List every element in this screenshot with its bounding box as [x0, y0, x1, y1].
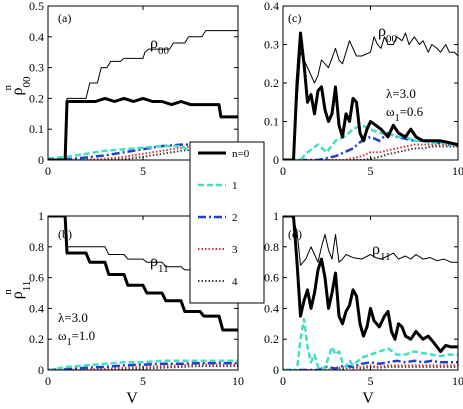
rho-annotation: ρ00 — [150, 35, 169, 57]
x-tick-label: 0 — [280, 164, 286, 178]
y-tick-label: 0.8 — [29, 240, 44, 254]
y-tick-label: 0 — [38, 363, 44, 377]
legend-label-3: 3 — [232, 244, 238, 256]
y-tick-label: 0.4 — [29, 30, 44, 44]
y-tick-label: 0.3 — [29, 61, 44, 75]
y-tick-label: 0.2 — [264, 76, 279, 90]
axes-frame — [282, 5, 459, 161]
series-line-1 — [283, 317, 458, 370]
y-tick-label: 0.4 — [264, 0, 279, 13]
series-line-1 — [283, 124, 458, 160]
x-tick-label: 10 — [232, 374, 244, 388]
legend-label-1: 1 — [232, 180, 238, 192]
y-tick-label: 0.2 — [29, 332, 44, 346]
series-line-3 — [48, 363, 238, 370]
x-tick-label: 0 — [280, 374, 286, 388]
legend-label-2: 2 — [232, 212, 238, 224]
series-group — [48, 30, 238, 160]
series-line-3 — [283, 364, 458, 370]
param-lambda: λ=3.0 — [386, 86, 416, 101]
series-line-2 — [283, 359, 458, 370]
y-tick-label: 0.4 — [29, 301, 44, 315]
series-line-n0 — [48, 216, 238, 332]
series-group — [283, 216, 458, 370]
x-tick-label: 0 — [45, 164, 51, 178]
series-line-total — [283, 32, 458, 160]
x-tick-label: 5 — [368, 164, 374, 178]
panel-d: 0 5 10 0 0.2 0.4 0.6 0.8 1 (d) ρ11 — [264, 209, 463, 388]
y-tick-label: 0.2 — [29, 91, 44, 105]
y-tick-label: 0.6 — [264, 271, 279, 285]
panel-label: (c) — [288, 11, 301, 25]
x-tick-label: 0 — [45, 374, 51, 388]
x-tick-label: 10 — [452, 374, 463, 388]
y-tick-label: 0.1 — [29, 122, 44, 136]
series-line-total — [48, 30, 238, 160]
x-axis-label-left: V — [126, 390, 138, 407]
panel-label: (b) — [58, 227, 72, 241]
legend: n=0 1 2 3 4 — [189, 141, 265, 304]
y-tick-label: 1 — [273, 209, 279, 223]
x-tick-label: 5 — [368, 374, 374, 388]
legend-label-n0: n=0 — [232, 148, 250, 160]
y-tick-label: 0 — [273, 153, 279, 167]
panel-label: (a) — [58, 11, 71, 25]
legend-box — [189, 141, 265, 304]
series-line-n0 — [283, 216, 458, 353]
series-line-n0 — [283, 31, 458, 160]
series-line-2 — [283, 131, 458, 160]
y-tick-label: 0 — [38, 153, 44, 167]
axes-frame — [47, 5, 239, 161]
series-line-n0 — [48, 96, 238, 160]
y-tick-label: 0.6 — [29, 271, 44, 285]
series-group — [283, 31, 458, 160]
y-tick-label: 0.8 — [264, 240, 279, 254]
y-tick-label: 0.1 — [264, 115, 279, 129]
rho-annotation: ρ00 — [378, 23, 397, 45]
y-axis-label-bottom: ρ11n — [2, 281, 33, 300]
panel-b: 0 5 10 0 0.2 0.4 0.6 0.8 1 (b) ρ11 λ=3.0 ω1=1.0 — [29, 209, 244, 388]
y-tick-label: 1 — [38, 209, 44, 223]
rho-annotation: ρ11 — [150, 253, 169, 275]
x-tick-label: 5 — [140, 164, 146, 178]
series-line-1 — [48, 359, 238, 370]
svg-text:ρ11n: ρ11n — [2, 281, 33, 300]
param-omega: ω1=0.6 — [386, 104, 424, 124]
legend-label-4: 4 — [232, 276, 238, 288]
y-tick-label: 0.3 — [264, 38, 279, 52]
panel-label: (d) — [288, 227, 302, 241]
rho-annotation: ρ11 — [372, 241, 391, 263]
y-tick-label: 0.4 — [264, 301, 279, 315]
y-tick-label: 0 — [273, 363, 279, 377]
x-tick-label: 10 — [452, 164, 463, 178]
panel-c: 0 5 10 0 0.1 0.2 0.3 0.4 (c) ρ00 λ=3.0 ω1=0.6 — [264, 0, 463, 178]
y-tick-label: 0.2 — [264, 332, 279, 346]
series-line-total — [283, 216, 458, 266]
x-tick-label: 5 — [140, 374, 146, 388]
y-tick-label: 0.5 — [29, 0, 44, 13]
param-omega: ω1=1.0 — [58, 328, 95, 348]
param-lambda: λ=3.0 — [58, 310, 88, 325]
x-axis-label-right: V — [362, 390, 374, 407]
